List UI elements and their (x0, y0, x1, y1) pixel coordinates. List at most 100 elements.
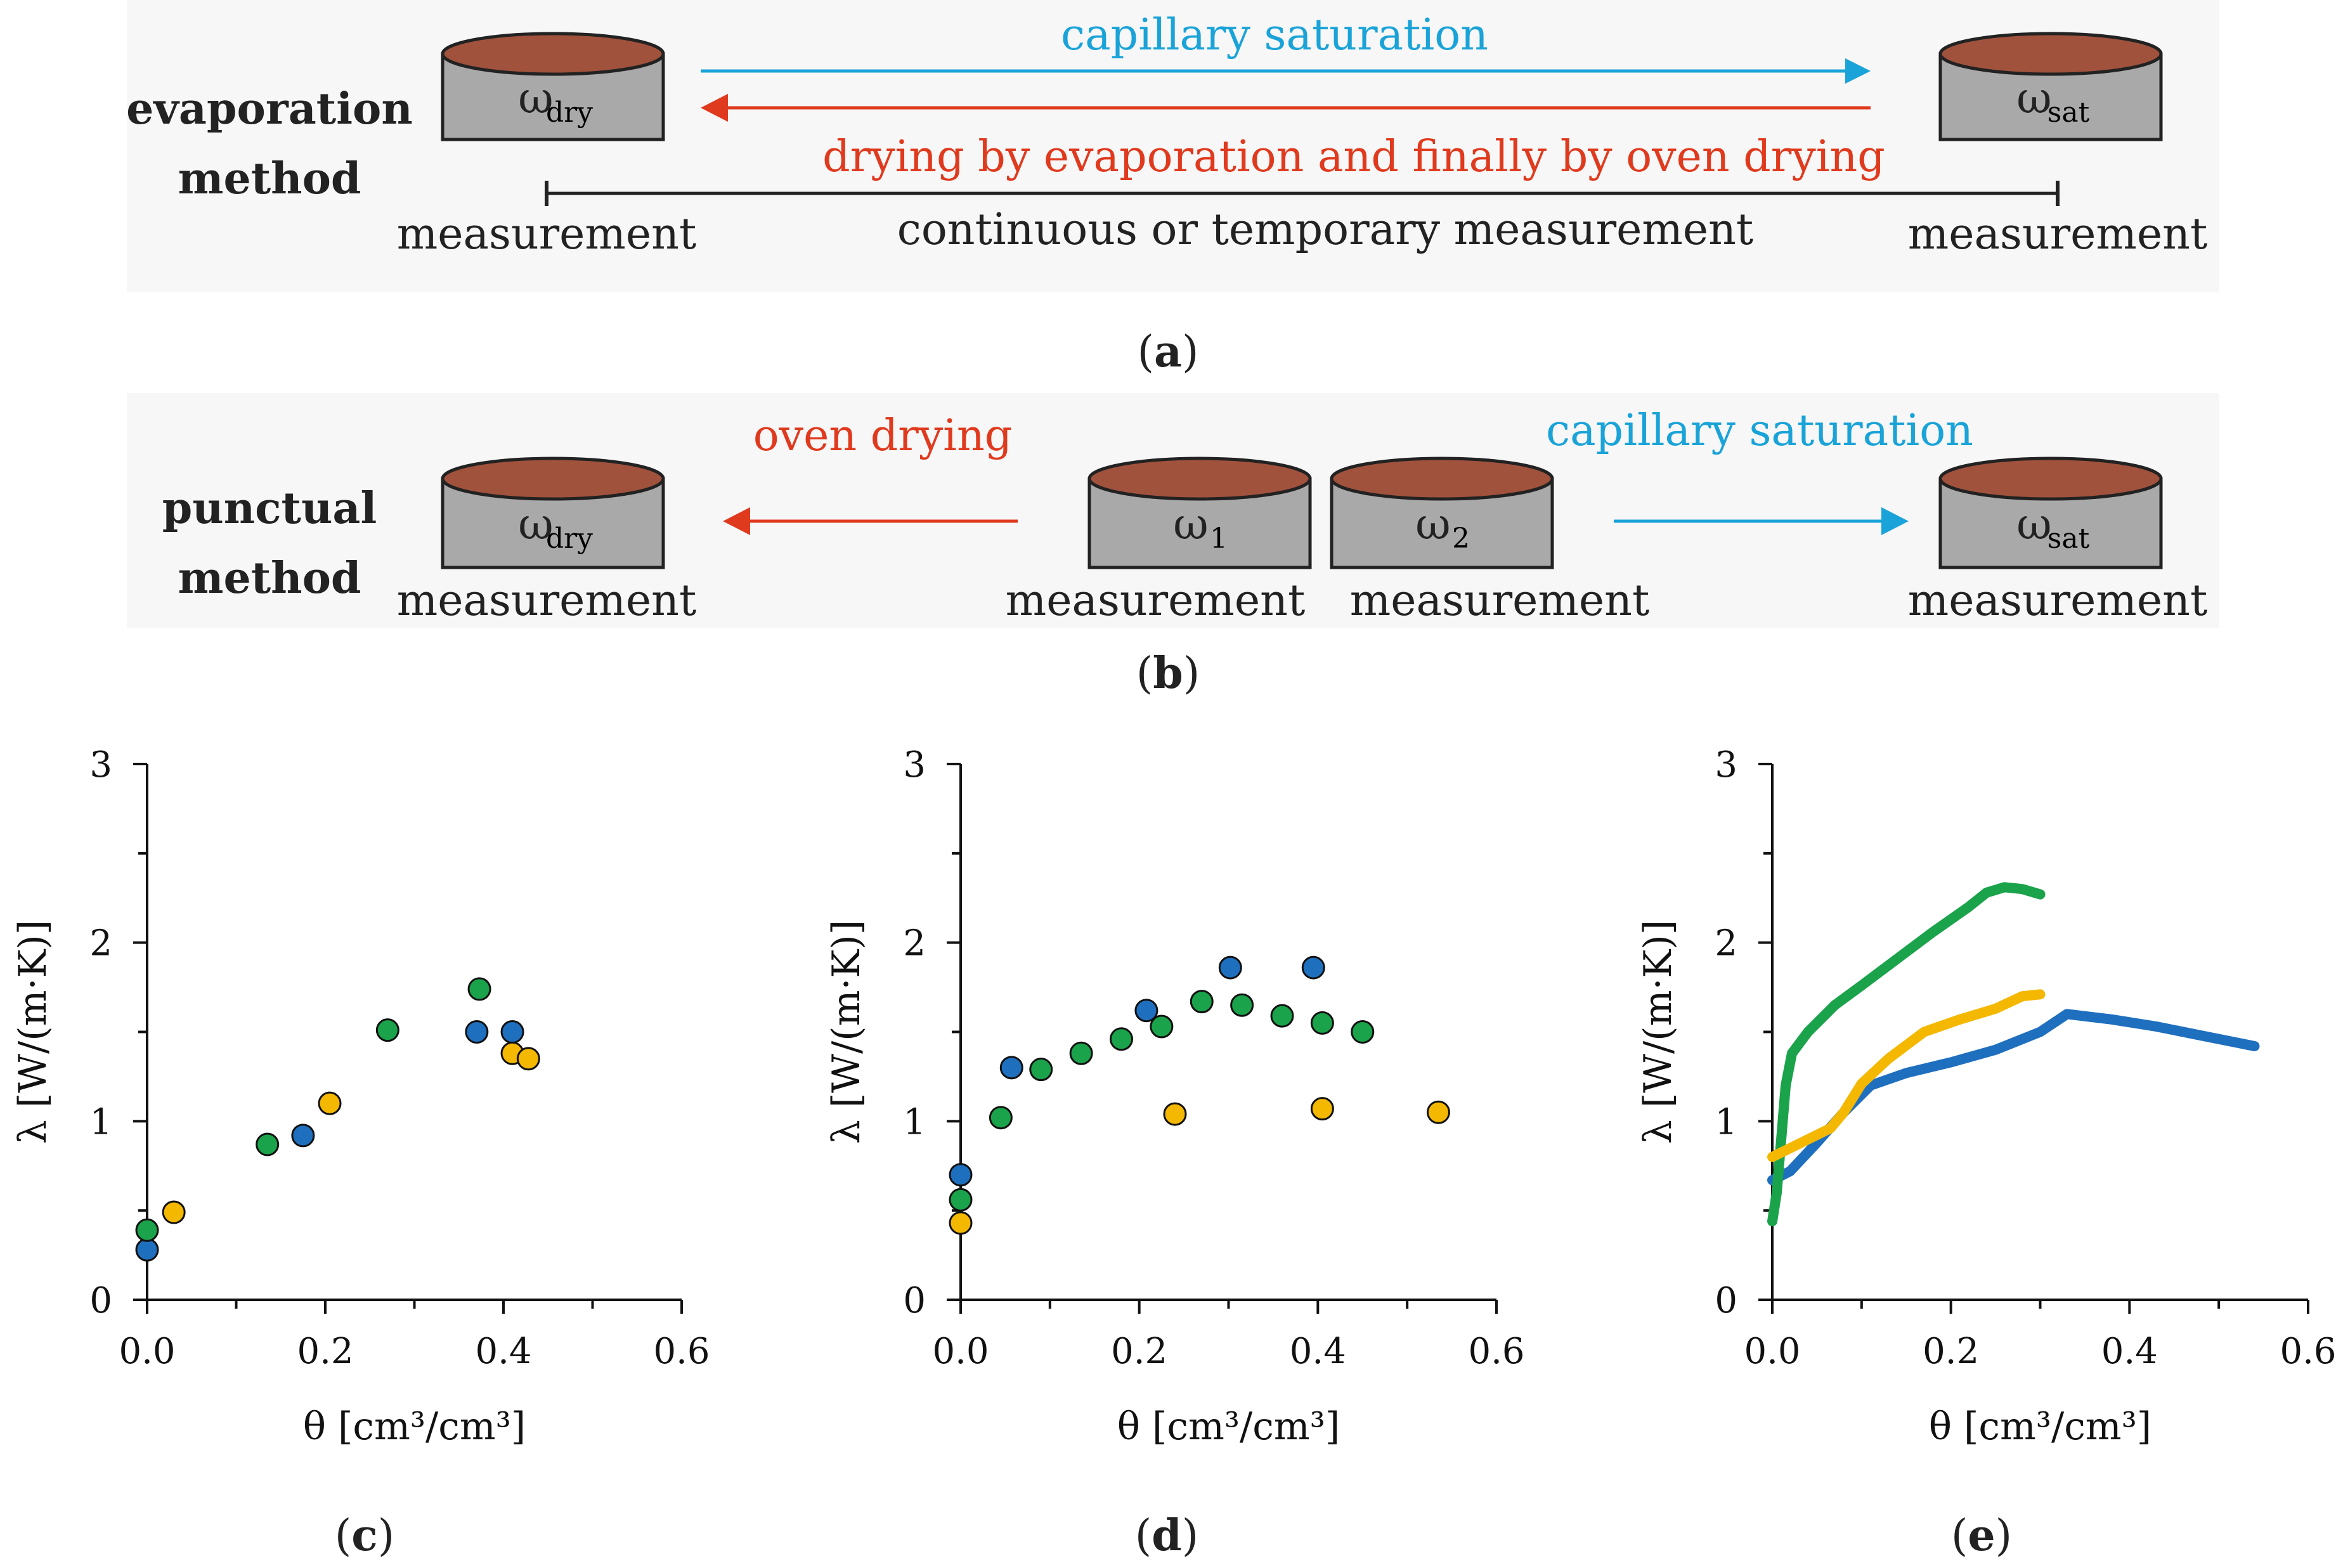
caption-d: (d) (1135, 1510, 1199, 1561)
panel-a: evaporation method ω dry ω sat capillary… (126, 0, 2219, 292)
omega-dry-b-symbol: ω (518, 500, 553, 550)
data-point-green-d (1150, 1014, 1174, 1039)
x-tick-label-d: 0.0 (932, 1331, 989, 1372)
data-point-blue-d (1218, 956, 1242, 980)
panel-b: punctual method ω dry measurement ω 1 me… (127, 393, 2219, 628)
omega-sat-b-subscript: sat (2047, 522, 2090, 555)
y-axis-label-c: λ [W/(m·K)] (11, 920, 55, 1144)
x-tick-label-e: 0.2 (1923, 1331, 1979, 1372)
omega-dry-subscript: dry (546, 96, 593, 129)
oven-drying-label: oven drying (753, 411, 1013, 461)
x-tick-label-d: 0.2 (1111, 1331, 1167, 1372)
series-line-yellow-e (1767, 989, 2046, 1162)
measure-left-a: measurement (397, 209, 697, 259)
chart-c: 0 1 2 3 0.0 0.2 0.4 0.6 θ [cm³/cm³] λ [W/(m·K)] (c… (11, 744, 710, 1561)
x-tick-label-d: 0.4 (1290, 1331, 1346, 1372)
drying-arrow (701, 94, 1871, 122)
capillary-saturation-arrow (701, 58, 1871, 84)
series-line-blue-e (1767, 1009, 2260, 1186)
x-tick-label-c: 0.6 (653, 1331, 710, 1372)
data-point-green-d (1351, 1020, 1375, 1044)
drying-label: drying by evaporation and finally by ove… (822, 132, 1885, 182)
panel-a-method-label-line2: method (178, 153, 361, 204)
cylinder-dry-b: ω dry (441, 457, 665, 569)
cylinder-omega2: ω 2 (1330, 457, 1554, 569)
caption-e: (e) (1951, 1510, 2012, 1561)
data-point-green-d (1270, 1004, 1294, 1028)
data-point-blue-d (1301, 956, 1325, 980)
cylinder-dry-a: ω dry (441, 32, 665, 141)
cylinder-sat-b: ω sat (1938, 457, 2163, 569)
y-tick-label-d: 2 (903, 923, 926, 964)
caption-e-letter: e (1968, 1510, 1995, 1561)
caption-b: (b) (1136, 648, 1200, 699)
y-tick-label-c: 3 (89, 744, 112, 786)
data-point-yellow-d (1163, 1102, 1187, 1126)
panel-a-method-label-line1: evaporation (126, 84, 413, 134)
caption-c: (c) (335, 1510, 394, 1561)
capillary-saturation-label: capillary saturation (1061, 10, 1488, 60)
x-tick-label-e: 0.6 (2280, 1331, 2336, 1372)
y-tick-label-d: 1 (903, 1101, 926, 1143)
y-tick-label-d: 3 (903, 744, 926, 786)
omega2-symbol: ω (1415, 500, 1450, 550)
series-line-green-e (1767, 882, 2046, 1227)
data-point-blue-c (500, 1020, 524, 1044)
y-tick-label-c: 2 (89, 923, 112, 964)
omega-dry-b-subscript: dry (546, 522, 593, 555)
y-tick-label-c: 1 (89, 1101, 112, 1143)
x-tick-label-d: 0.6 (1468, 1331, 1524, 1372)
data-point-yellow-c (516, 1047, 540, 1071)
data-point-blue-d (999, 1056, 1023, 1080)
y-tick-label-e: 0 (1715, 1280, 1737, 1321)
y-tick-label-d: 0 (903, 1280, 926, 1321)
caption-d-letter: d (1152, 1510, 1182, 1561)
data-point-blue-d (949, 1163, 973, 1187)
y-axis-label-e: λ [W/(m·K)] (1636, 920, 1680, 1144)
capillary-saturation-arrow-b (1614, 507, 1909, 535)
capillary-saturation-label-b: capillary saturation (1546, 406, 1973, 456)
omega1-subscript: 1 (1210, 522, 1228, 555)
data-point-blue-c (135, 1238, 159, 1262)
data-point-green-d (1310, 1011, 1334, 1035)
data-point-yellow-c (318, 1091, 342, 1115)
data-point-green-d (949, 1188, 973, 1212)
caption-a: (a) (1137, 327, 1198, 377)
measure-omega1: measurement (1006, 576, 1306, 626)
measure-dry-b: measurement (397, 576, 697, 626)
data-point-green-d (989, 1106, 1013, 1130)
omega-sat-subscript: sat (2047, 96, 2090, 129)
x-tick-label-c: 0.4 (475, 1331, 531, 1372)
data-point-blue-c (465, 1020, 489, 1044)
oven-drying-arrow (723, 507, 1018, 535)
measure-sat-b: measurement (1908, 576, 2208, 626)
data-point-green-d (1110, 1027, 1133, 1051)
data-point-green-c (135, 1218, 159, 1242)
data-point-blue-d (1134, 999, 1158, 1023)
omega-sat-b-symbol: ω (2016, 500, 2051, 550)
caption-c-letter: c (351, 1510, 377, 1561)
omega-sat-symbol: ω (2016, 74, 2051, 124)
cylinder-sat-a: ω sat (1938, 32, 2163, 141)
data-point-green-d (1190, 990, 1214, 1014)
panel-b-method-label-line1: punctual (162, 483, 377, 534)
data-point-green-c (467, 977, 491, 1001)
x-tick-label-c: 0.0 (119, 1331, 175, 1372)
y-tick-label-e: 1 (1715, 1101, 1737, 1143)
chart-e: 0 1 2 3 0.0 0.2 0.4 0.6 θ [cm³/cm³] λ [W/(m·K)] (e… (1636, 744, 2336, 1561)
data-point-green-c (375, 1018, 399, 1042)
y-axis-label-d: λ [W/(m·K)] (824, 920, 869, 1144)
data-point-green-c (256, 1132, 280, 1157)
data-point-yellow-c (162, 1200, 186, 1224)
data-point-yellow-d (949, 1211, 973, 1235)
data-point-yellow-d (1426, 1100, 1450, 1124)
measure-omega2: measurement (1350, 576, 1650, 626)
data-point-green-d (1230, 993, 1254, 1017)
measure-right-a: measurement (1908, 209, 2208, 259)
omega1-symbol: ω (1173, 500, 1208, 550)
x-axis-label-e: θ [cm³/cm³] (1929, 1404, 2151, 1449)
caption-b-letter: b (1153, 648, 1183, 699)
data-point-green-d (1069, 1041, 1093, 1065)
svg-text:(b): (b) (1136, 648, 1200, 699)
